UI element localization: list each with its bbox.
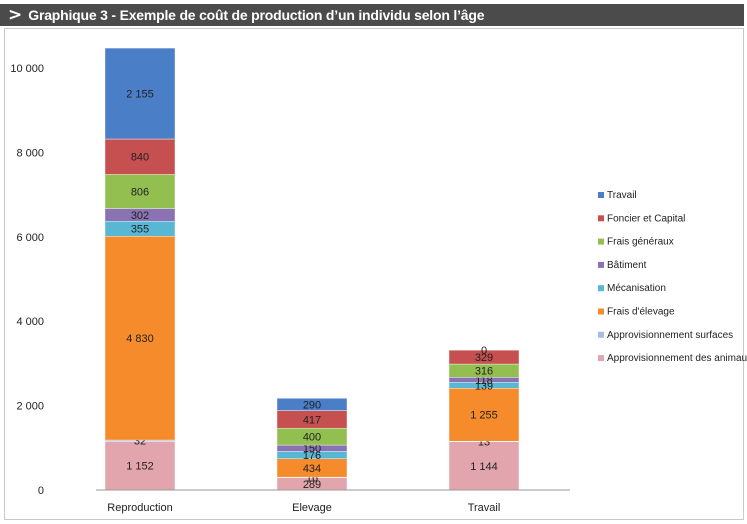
- data-label: 329: [475, 352, 493, 364]
- bar-segment: [448, 349, 520, 365]
- legend-item: Approvisionnement des animaux: [598, 353, 747, 364]
- legend-label: Bâtiment: [607, 260, 647, 271]
- legend-swatch: [598, 238, 604, 245]
- legend-swatch: [598, 192, 604, 198]
- y-tick-label: 10 000: [10, 63, 44, 75]
- y-tick-label: 4 000: [16, 316, 44, 328]
- x-tick-label: Reproduction: [107, 502, 172, 514]
- legend-item: Approvisionnement surfaces: [598, 330, 733, 341]
- bar-segment: [104, 138, 176, 175]
- legend-label: Mécanisation: [607, 283, 666, 294]
- bar-segment: [104, 47, 176, 140]
- legend-swatch: [598, 308, 604, 315]
- data-label: 806: [131, 186, 149, 198]
- legend-item: Mécanisation: [598, 283, 666, 294]
- data-label: 150: [303, 443, 321, 455]
- legend-item: Frais généraux: [598, 237, 674, 248]
- y-tick-label: 0: [38, 485, 44, 497]
- data-label: 290: [303, 399, 321, 411]
- data-label: 355: [131, 224, 149, 236]
- bar-segment: [104, 174, 176, 209]
- data-label: 840: [131, 152, 149, 164]
- x-axis: Reproduction Elevage Travail: [96, 489, 570, 514]
- data-label: 1 144: [470, 461, 498, 473]
- legend-swatch: [598, 331, 604, 338]
- y-tick-label: 6 000: [16, 232, 44, 244]
- data-label: 2 155: [126, 89, 154, 101]
- x-tick-label: Elevage: [292, 502, 332, 514]
- legend-item: Foncier et Capital: [598, 213, 685, 224]
- data-label: 1 152: [126, 461, 154, 473]
- chart-header: > Graphique 3 - Exemple de coût de produ…: [0, 4, 744, 26]
- bar-segment: [448, 388, 520, 442]
- chart-frame: [4, 28, 744, 520]
- legend-swatch: [598, 261, 604, 268]
- legend-swatch: [598, 355, 604, 362]
- y-tick-label: 2 000: [16, 401, 44, 413]
- chevron-right-icon: >: [8, 5, 23, 25]
- x-tick-label: Travail: [468, 502, 501, 514]
- legend-item: Bâtiment: [598, 260, 647, 271]
- data-label: 302: [131, 210, 149, 222]
- legend-swatch: [598, 215, 604, 222]
- legend-item: Frais d'élevage: [598, 307, 675, 318]
- bar-segment: [276, 398, 348, 411]
- data-label: 1 255: [470, 410, 498, 422]
- y-axis: 0 2 000 4 000 6 000 8 000 10 000: [10, 63, 44, 497]
- legend-label: Frais généraux: [607, 237, 674, 248]
- data-label: 118: [475, 375, 493, 387]
- data-label: 400: [303, 432, 321, 444]
- data-label: 139: [475, 380, 493, 392]
- data-label: 316: [475, 366, 493, 378]
- data-label: 0: [481, 345, 487, 357]
- legend-label: Approvisionnement des animaux: [607, 353, 747, 364]
- legend: Travail Foncier et Capital Frais généraux B…: [598, 190, 747, 364]
- legend-label: Frais d'élevage: [607, 307, 675, 318]
- data-label: 4 830: [126, 333, 154, 345]
- legend-label: Foncier et Capital: [607, 213, 685, 224]
- data-label: 434: [303, 463, 321, 475]
- legend-label: Approvisionnement surfaces: [607, 330, 733, 341]
- data-label: 176: [303, 450, 321, 462]
- bar-segment: [448, 441, 520, 491]
- data-label: 289: [303, 479, 321, 491]
- legend-item: Travail: [598, 190, 637, 201]
- data-label: 417: [303, 414, 321, 426]
- legend-label: Travail: [607, 190, 637, 201]
- chart-title: Graphique 3 - Exemple de coût de product…: [28, 7, 485, 23]
- bar-segment: [104, 236, 176, 441]
- y-tick-label: 8 000: [16, 147, 44, 159]
- legend-swatch: [598, 285, 604, 292]
